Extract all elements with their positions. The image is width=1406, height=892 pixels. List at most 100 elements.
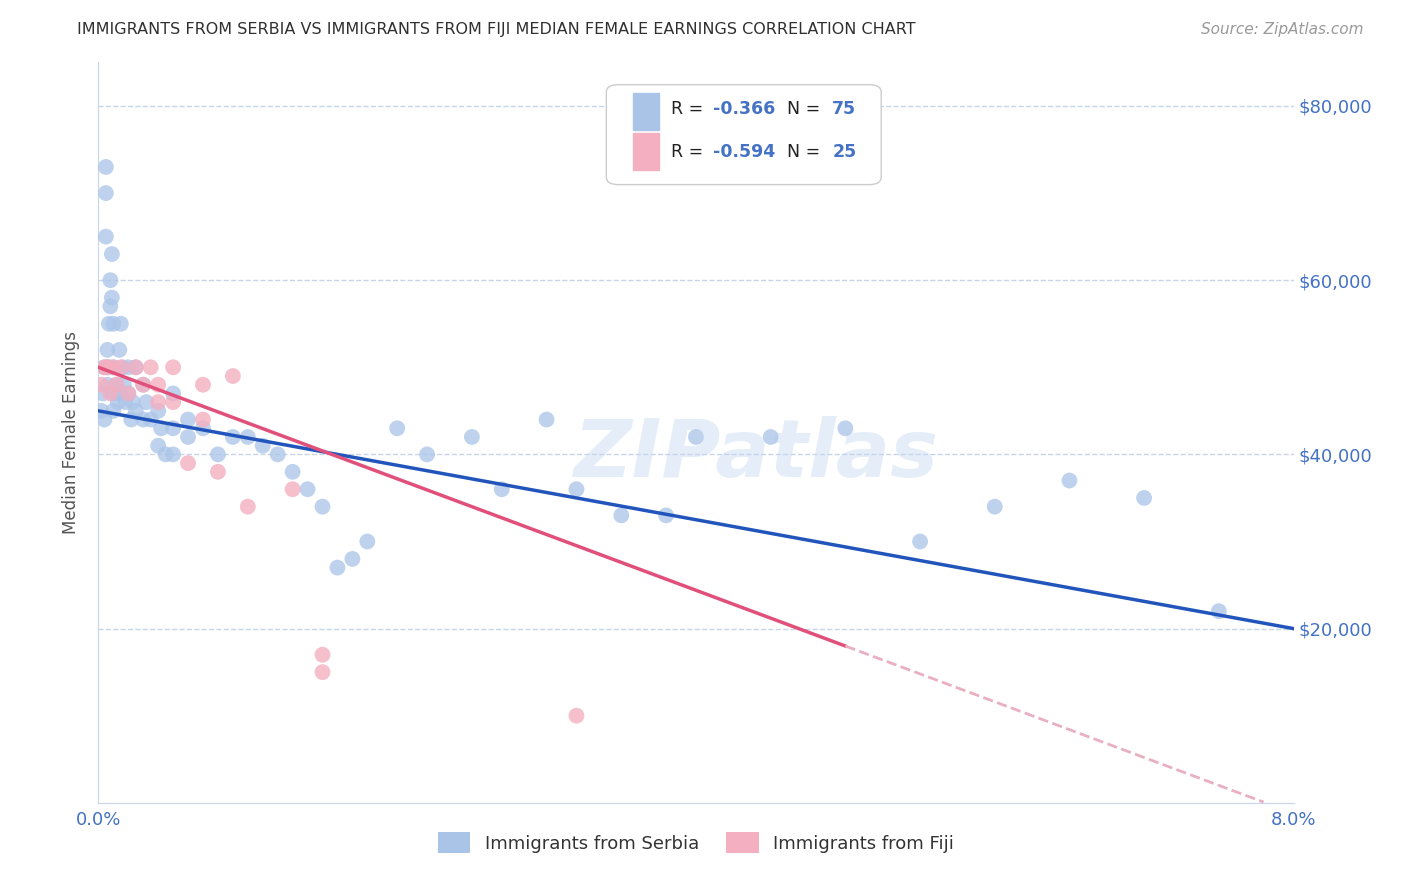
Point xyxy=(491,482,513,496)
Point xyxy=(91,386,114,401)
Point xyxy=(105,377,128,392)
Point xyxy=(139,412,162,426)
Point xyxy=(150,421,173,435)
Bar xyxy=(633,134,659,170)
Point xyxy=(610,508,633,523)
Point xyxy=(97,360,120,375)
Text: R =: R = xyxy=(671,100,709,118)
Point xyxy=(117,386,139,401)
Point xyxy=(162,421,184,435)
Point xyxy=(155,447,177,461)
Text: N =: N = xyxy=(787,100,825,118)
Point xyxy=(834,421,856,435)
Point xyxy=(96,343,118,357)
Point xyxy=(297,482,319,496)
Point xyxy=(90,404,112,418)
Point xyxy=(114,395,136,409)
Text: Source: ZipAtlas.com: Source: ZipAtlas.com xyxy=(1201,22,1364,37)
Point xyxy=(117,360,139,375)
Point xyxy=(103,360,125,375)
FancyBboxPatch shape xyxy=(606,85,882,185)
Text: IMMIGRANTS FROM SERBIA VS IMMIGRANTS FROM FIJI MEDIAN FEMALE EARNINGS CORRELATIO: IMMIGRANTS FROM SERBIA VS IMMIGRANTS FRO… xyxy=(77,22,915,37)
Text: N =: N = xyxy=(787,143,825,161)
Point xyxy=(93,360,115,375)
Point xyxy=(125,404,148,418)
Point xyxy=(108,343,131,357)
Point xyxy=(222,430,245,444)
Point xyxy=(162,386,184,401)
Point xyxy=(101,291,124,305)
Point xyxy=(207,465,229,479)
Point xyxy=(222,369,245,384)
Point xyxy=(416,447,439,461)
Point xyxy=(132,377,155,392)
Point xyxy=(356,534,378,549)
Point xyxy=(191,412,214,426)
Point xyxy=(97,317,120,331)
Bar xyxy=(633,94,659,130)
Point xyxy=(655,508,678,523)
Point xyxy=(759,430,782,444)
Point xyxy=(281,465,304,479)
Point xyxy=(191,421,214,435)
Point xyxy=(103,386,125,401)
Point xyxy=(908,534,931,549)
Point xyxy=(93,360,115,375)
Point xyxy=(311,665,333,680)
Point xyxy=(117,386,139,401)
Point xyxy=(132,377,155,392)
Point xyxy=(385,421,409,435)
Point xyxy=(565,482,588,496)
Point xyxy=(177,456,200,470)
Text: -0.594: -0.594 xyxy=(713,143,775,161)
Point xyxy=(177,430,200,444)
Text: -0.366: -0.366 xyxy=(713,100,775,118)
Text: ZIPatlas: ZIPatlas xyxy=(574,416,938,494)
Point xyxy=(120,412,142,426)
Point xyxy=(162,360,184,375)
Point xyxy=(984,500,1007,514)
Point xyxy=(311,648,333,662)
Point xyxy=(148,395,170,409)
Point xyxy=(132,412,155,426)
Point xyxy=(177,412,200,426)
Point xyxy=(98,273,122,287)
Point xyxy=(536,412,558,426)
Point xyxy=(236,500,259,514)
Point xyxy=(112,377,135,392)
Point xyxy=(96,377,118,392)
Point xyxy=(94,160,117,174)
Point xyxy=(90,377,112,392)
Point xyxy=(94,229,117,244)
Y-axis label: Median Female Earnings: Median Female Earnings xyxy=(62,331,80,534)
Point xyxy=(148,377,170,392)
Point xyxy=(162,395,184,409)
Legend: Immigrants from Serbia, Immigrants from Fiji: Immigrants from Serbia, Immigrants from … xyxy=(430,825,962,861)
Point xyxy=(103,404,125,418)
Point xyxy=(107,395,129,409)
Point xyxy=(121,395,143,409)
Point xyxy=(1208,604,1230,618)
Point xyxy=(326,560,349,574)
Point xyxy=(236,430,259,444)
Point xyxy=(108,386,131,401)
Point xyxy=(139,360,162,375)
Point xyxy=(267,447,290,461)
Point xyxy=(1133,491,1156,505)
Point xyxy=(135,395,157,409)
Point xyxy=(342,552,364,566)
Point xyxy=(1059,474,1081,488)
Point xyxy=(125,360,148,375)
Point xyxy=(461,430,484,444)
Point xyxy=(565,708,588,723)
Text: 75: 75 xyxy=(832,100,856,118)
Point xyxy=(685,430,707,444)
Point xyxy=(96,360,118,375)
Point xyxy=(110,317,132,331)
Point xyxy=(94,186,117,200)
Point xyxy=(98,386,122,401)
Point xyxy=(110,360,132,375)
Point xyxy=(103,317,125,331)
Point xyxy=(252,439,274,453)
Point xyxy=(111,360,134,375)
